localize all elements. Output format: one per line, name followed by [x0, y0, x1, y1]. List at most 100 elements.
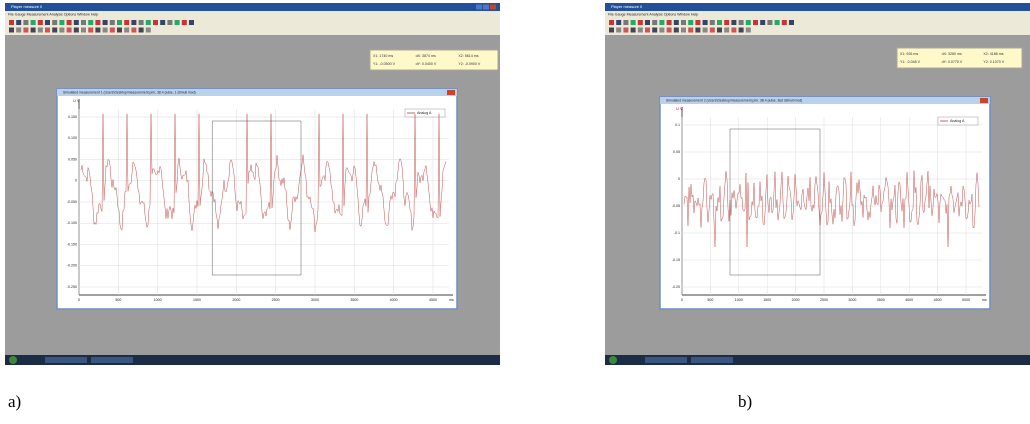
tool-icon[interactable]: [73, 20, 79, 25]
tool-icon[interactable]: [616, 20, 622, 25]
close-button[interactable]: [447, 90, 455, 95]
window-button[interactable]: [490, 4, 496, 10]
tool-icon[interactable]: [131, 27, 137, 33]
tool-icon[interactable]: [645, 27, 650, 33]
tool-icon[interactable]: [774, 20, 780, 25]
tool-icon[interactable]: [88, 20, 94, 25]
tool-icon[interactable]: [124, 27, 130, 33]
tool-icon[interactable]: [88, 27, 94, 33]
tool-icon[interactable]: [652, 20, 658, 25]
tool-icon[interactable]: [109, 20, 115, 25]
tool-icon[interactable]: [745, 27, 751, 33]
taskbar-item[interactable]: [91, 357, 133, 363]
tool-icon[interactable]: [745, 20, 751, 25]
start-button[interactable]: [609, 356, 617, 364]
tool-icon[interactable]: [702, 20, 708, 25]
tool-icon[interactable]: [30, 27, 36, 33]
tool-icon[interactable]: [724, 20, 730, 25]
tool-icon[interactable]: [673, 20, 679, 25]
tool-icon[interactable]: [37, 27, 43, 33]
taskbar-item[interactable]: [645, 357, 687, 363]
tool-icon[interactable]: [138, 20, 144, 25]
tool-icon[interactable]: [609, 20, 614, 25]
tool-icon[interactable]: [52, 27, 58, 33]
tool-icon[interactable]: [609, 27, 614, 33]
tool-icon[interactable]: [688, 20, 694, 25]
tool-icon[interactable]: [738, 27, 744, 33]
tool-icon[interactable]: [702, 27, 708, 33]
tool-icon[interactable]: [131, 20, 137, 25]
tool-icon[interactable]: [724, 27, 730, 33]
tool-icon[interactable]: [760, 20, 766, 25]
tool-icon[interactable]: [659, 27, 665, 33]
tool-icon[interactable]: [767, 20, 773, 25]
tool-icon[interactable]: [95, 20, 101, 25]
tool-icon[interactable]: [616, 27, 622, 33]
tool-icon[interactable]: [59, 20, 65, 25]
tool-icon[interactable]: [731, 20, 737, 25]
tool-icon[interactable]: [16, 20, 22, 25]
tool-icon[interactable]: [637, 20, 643, 25]
tool-icon[interactable]: [37, 20, 43, 25]
tool-icon[interactable]: [637, 27, 643, 33]
tool-icon[interactable]: [145, 20, 151, 25]
tool-icon[interactable]: [102, 20, 108, 25]
tool-icon[interactable]: [81, 20, 86, 25]
tool-icon[interactable]: [102, 27, 108, 33]
tool-icon[interactable]: [95, 27, 101, 33]
tool-icon[interactable]: [9, 20, 14, 25]
tool-icon[interactable]: [652, 27, 658, 33]
window-button[interactable]: [476, 4, 482, 10]
tool-icon[interactable]: [174, 20, 180, 25]
tool-icon[interactable]: [117, 27, 122, 33]
tool-icon[interactable]: [709, 27, 715, 33]
tool-icon[interactable]: [630, 20, 636, 25]
tool-icon[interactable]: [66, 27, 72, 33]
tool-icon[interactable]: [138, 27, 144, 33]
tool-icon[interactable]: [688, 27, 694, 33]
tool-icon[interactable]: [659, 20, 665, 25]
tool-icon[interactable]: [81, 27, 86, 33]
tool-icon[interactable]: [16, 27, 22, 33]
window-button[interactable]: [483, 4, 489, 10]
tool-icon[interactable]: [673, 27, 679, 33]
tool-icon[interactable]: [9, 27, 14, 33]
tool-icon[interactable]: [695, 20, 701, 25]
tool-icon[interactable]: [623, 27, 629, 33]
tool-icon[interactable]: [666, 27, 672, 33]
tool-icon[interactable]: [145, 27, 151, 33]
tool-icon[interactable]: [23, 27, 29, 33]
tool-icon[interactable]: [52, 20, 58, 25]
taskbar-item[interactable]: [691, 357, 733, 363]
tool-icon[interactable]: [645, 20, 650, 25]
tool-icon[interactable]: [124, 20, 130, 25]
tool-icon[interactable]: [623, 20, 629, 25]
taskbar-item[interactable]: [45, 357, 87, 363]
tool-icon[interactable]: [160, 20, 166, 25]
tool-icon[interactable]: [630, 27, 636, 33]
tool-icon[interactable]: [681, 20, 686, 25]
tool-icon[interactable]: [189, 20, 194, 25]
tool-icon[interactable]: [167, 20, 173, 25]
tool-icon[interactable]: [709, 20, 715, 25]
tool-icon[interactable]: [59, 27, 65, 33]
tool-icon[interactable]: [109, 27, 115, 33]
close-button[interactable]: [980, 98, 988, 103]
tool-icon[interactable]: [753, 20, 758, 25]
tool-icon[interactable]: [781, 20, 787, 25]
tool-icon[interactable]: [717, 27, 722, 33]
tool-icon[interactable]: [738, 20, 744, 25]
tool-icon[interactable]: [66, 20, 72, 25]
tool-icon[interactable]: [45, 27, 50, 33]
start-button[interactable]: [9, 356, 17, 364]
tool-icon[interactable]: [681, 27, 686, 33]
tool-icon[interactable]: [717, 20, 722, 25]
tool-icon[interactable]: [153, 20, 158, 25]
tool-icon[interactable]: [23, 20, 29, 25]
tool-icon[interactable]: [73, 27, 79, 33]
tool-icon[interactable]: [789, 20, 794, 25]
tool-icon[interactable]: [45, 20, 50, 25]
tool-icon[interactable]: [695, 27, 701, 33]
tool-icon[interactable]: [117, 20, 122, 25]
tool-icon[interactable]: [181, 20, 187, 25]
